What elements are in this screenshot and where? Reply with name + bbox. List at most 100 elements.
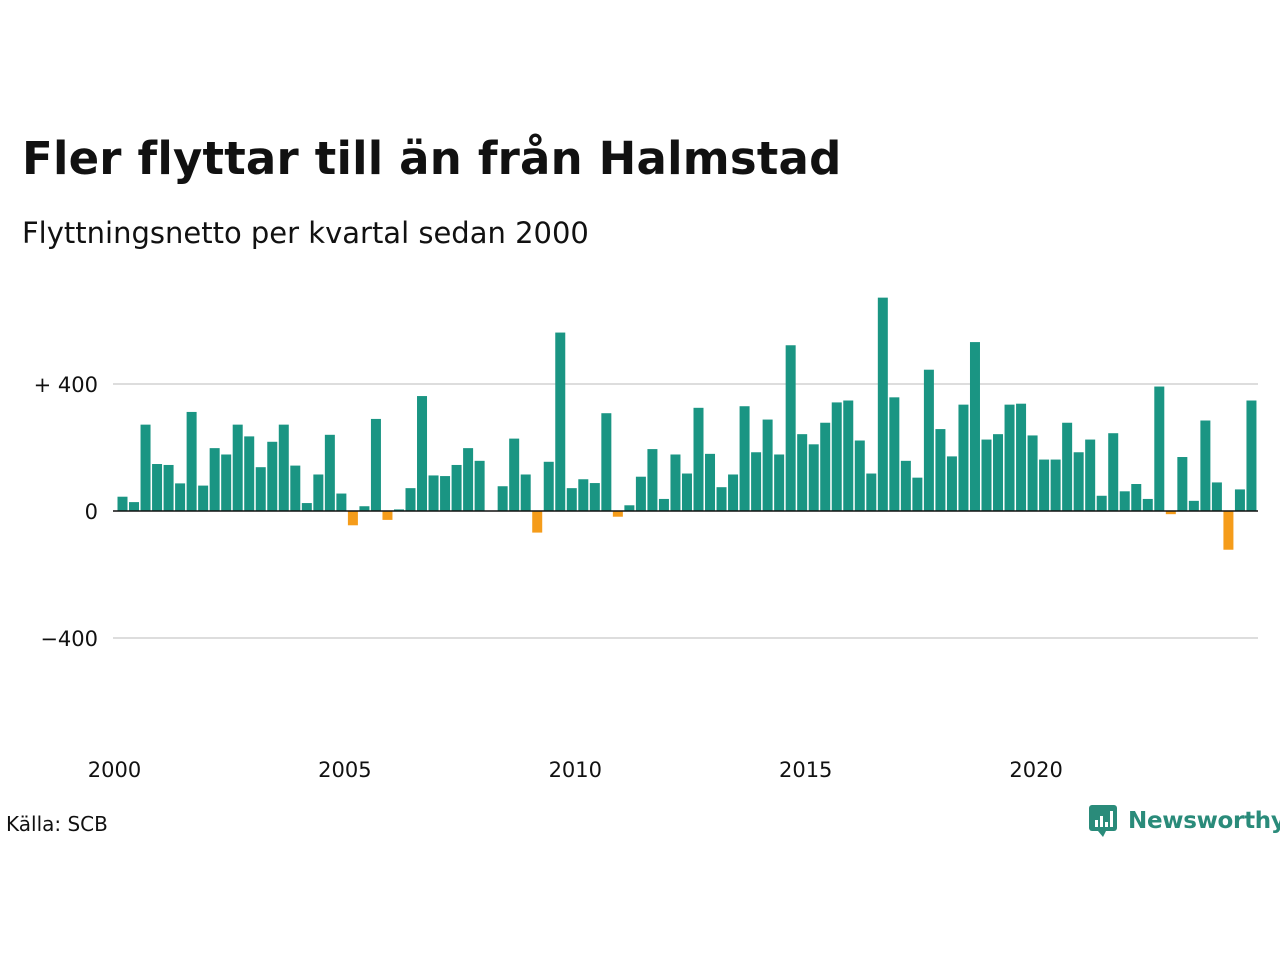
bar[interactable] (635, 476, 646, 511)
bar[interactable] (1131, 484, 1142, 511)
bar[interactable] (981, 439, 992, 511)
bar[interactable] (1062, 422, 1073, 512)
bar[interactable] (1016, 403, 1027, 511)
bar[interactable] (129, 502, 140, 511)
bar[interactable] (1085, 439, 1096, 511)
bar[interactable] (347, 511, 358, 526)
bar[interactable] (117, 496, 128, 511)
bar[interactable] (555, 332, 566, 511)
bar[interactable] (244, 436, 255, 511)
brand-logo[interactable]: Newsworthy (1088, 804, 1280, 838)
bar[interactable] (451, 464, 462, 511)
bar[interactable] (278, 424, 289, 511)
bar[interactable] (417, 396, 428, 511)
bar[interactable] (393, 509, 404, 511)
bar[interactable] (670, 454, 681, 512)
bar[interactable] (1246, 400, 1257, 511)
bar[interactable] (440, 476, 451, 511)
bar[interactable] (428, 475, 439, 511)
bar[interactable] (601, 413, 612, 511)
bar[interactable] (1154, 386, 1165, 511)
bar[interactable] (290, 465, 301, 511)
bar[interactable] (716, 487, 727, 511)
bar[interactable] (255, 467, 266, 511)
bar[interactable] (900, 460, 911, 511)
bar[interactable] (336, 493, 347, 511)
bar[interactable] (612, 511, 623, 517)
bar[interactable] (1223, 511, 1234, 550)
bar[interactable] (1142, 498, 1153, 511)
bar[interactable] (359, 506, 370, 511)
bar[interactable] (163, 464, 174, 511)
bar[interactable] (820, 422, 831, 512)
bar[interactable] (958, 404, 969, 511)
bar[interactable] (532, 511, 543, 533)
bar[interactable] (520, 474, 531, 511)
bar[interactable] (946, 456, 957, 511)
bar[interactable] (1004, 404, 1015, 511)
bar[interactable] (681, 473, 692, 511)
bar[interactable] (267, 441, 278, 511)
bar[interactable] (923, 369, 934, 511)
bar[interactable] (854, 440, 865, 511)
bar[interactable] (739, 406, 750, 512)
bar[interactable] (209, 448, 220, 511)
bar[interactable] (1073, 452, 1084, 511)
bar[interactable] (186, 411, 197, 511)
bar[interactable] (382, 511, 393, 520)
bar[interactable] (774, 454, 785, 512)
bar[interactable] (728, 474, 739, 511)
bar[interactable] (301, 503, 312, 511)
bar[interactable] (969, 342, 980, 511)
bar[interactable] (313, 474, 324, 511)
bar[interactable] (1200, 420, 1211, 511)
bar[interactable] (751, 452, 762, 511)
bar[interactable] (624, 505, 635, 511)
bar[interactable] (405, 488, 416, 511)
bar[interactable] (831, 402, 842, 511)
bar[interactable] (566, 488, 577, 511)
bar[interactable] (509, 438, 520, 511)
bar[interactable] (589, 483, 600, 511)
bar[interactable] (1188, 500, 1199, 511)
bar[interactable] (1050, 459, 1061, 511)
bar[interactable] (324, 434, 335, 511)
bar[interactable] (1165, 511, 1176, 515)
bar[interactable] (843, 400, 854, 511)
bar[interactable] (808, 444, 819, 511)
bar[interactable] (797, 434, 808, 511)
bar[interactable] (152, 464, 163, 511)
bar[interactable] (647, 449, 658, 511)
bar[interactable] (370, 418, 381, 512)
bar[interactable] (140, 424, 151, 511)
bar[interactable] (1039, 459, 1050, 511)
bar[interactable] (1096, 495, 1107, 511)
bar[interactable] (497, 486, 508, 512)
bar[interactable] (912, 477, 923, 511)
bars (117, 297, 1257, 550)
bar[interactable] (232, 424, 243, 511)
bar[interactable] (175, 483, 186, 511)
bar[interactable] (762, 419, 773, 511)
bar[interactable] (1027, 435, 1038, 511)
bar[interactable] (785, 345, 796, 511)
bar[interactable] (474, 460, 485, 511)
bar[interactable] (543, 461, 554, 511)
bar[interactable] (1177, 457, 1188, 511)
bar[interactable] (1108, 433, 1119, 511)
bar[interactable] (993, 434, 1004, 511)
bar[interactable] (198, 485, 209, 511)
bar[interactable] (1119, 491, 1130, 511)
bar[interactable] (705, 453, 716, 511)
bar[interactable] (866, 473, 877, 511)
bar[interactable] (463, 448, 474, 511)
bar[interactable] (1234, 489, 1245, 511)
bar[interactable] (877, 297, 888, 511)
bar[interactable] (935, 429, 946, 511)
bar[interactable] (221, 454, 232, 512)
bar[interactable] (578, 479, 589, 511)
bar[interactable] (693, 407, 704, 511)
bar[interactable] (658, 498, 669, 511)
bar[interactable] (889, 397, 900, 511)
bar[interactable] (1211, 482, 1222, 511)
